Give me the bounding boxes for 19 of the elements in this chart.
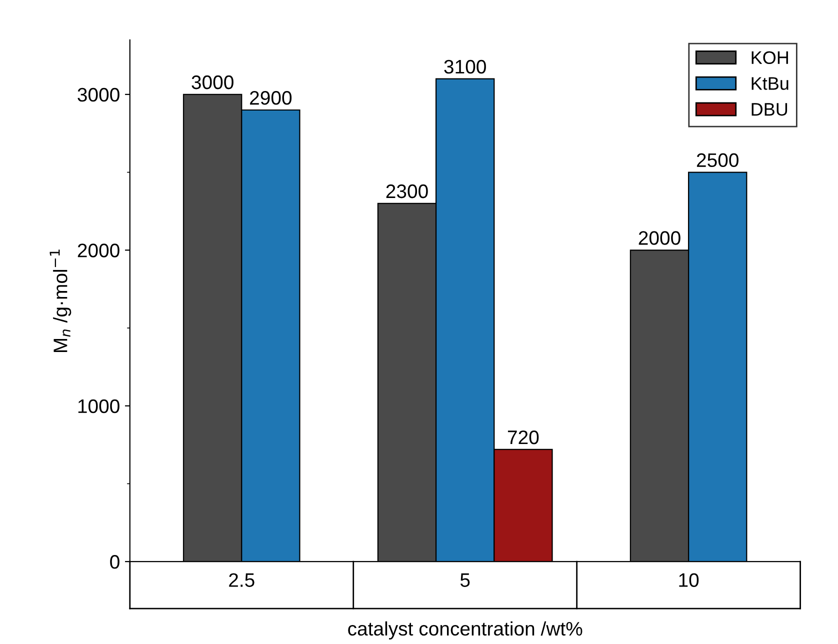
data-label: 2500	[696, 153, 738, 168]
x-tick-label: 2.5	[229, 573, 254, 587]
x-tick-label: 10	[679, 573, 699, 587]
y-tick-label: 1000	[78, 399, 120, 414]
legend-label: KOH	[752, 51, 788, 64]
data-label: 720	[508, 430, 539, 444]
data-label: 2000	[638, 231, 680, 245]
legend-label: DBU	[752, 103, 788, 116]
data-label: 3000	[192, 75, 234, 90]
legend-label: KtBu	[752, 77, 788, 90]
y-axis-title: M$_{n}$ /g·mol$^{−1}$	[50, 250, 72, 352]
y-tick-label: 0	[110, 555, 120, 569]
data-label: 2300	[386, 184, 428, 198]
x-axis-title: catalyst concentration /wt%	[348, 621, 582, 640]
y-tick-label: 2000	[78, 244, 120, 258]
data-label: 3100	[444, 60, 486, 74]
y-tick-label: 3000	[78, 88, 120, 102]
x-tick-label: 5	[460, 573, 470, 587]
data-label: 2900	[250, 91, 292, 105]
